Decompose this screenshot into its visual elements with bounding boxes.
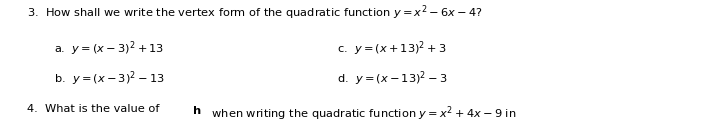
Text: 4.  What is the value of: 4. What is the value of [27, 104, 163, 114]
Text: a.  $y = (x - 3)^2 + 13$: a. $y = (x - 3)^2 + 13$ [54, 40, 164, 58]
Text: when writing the quadratic function $y = x^2 + 4x - 9$ in: when writing the quadratic function $y =… [208, 104, 516, 123]
Text: 3.  How shall we write the vertex form of the quadratic function $y = x^2 - 6x -: 3. How shall we write the vertex form of… [27, 4, 483, 22]
Text: $\mathbf{h}$: $\mathbf{h}$ [192, 104, 201, 116]
Text: c.  $y = (x + 13)^2 + 3$: c. $y = (x + 13)^2 + 3$ [337, 40, 446, 58]
Text: b.  $y = (x - 3)^2 - 13$: b. $y = (x - 3)^2 - 13$ [54, 69, 164, 88]
Text: d.  $y = (x - 13)^2 - 3$: d. $y = (x - 13)^2 - 3$ [337, 69, 447, 88]
